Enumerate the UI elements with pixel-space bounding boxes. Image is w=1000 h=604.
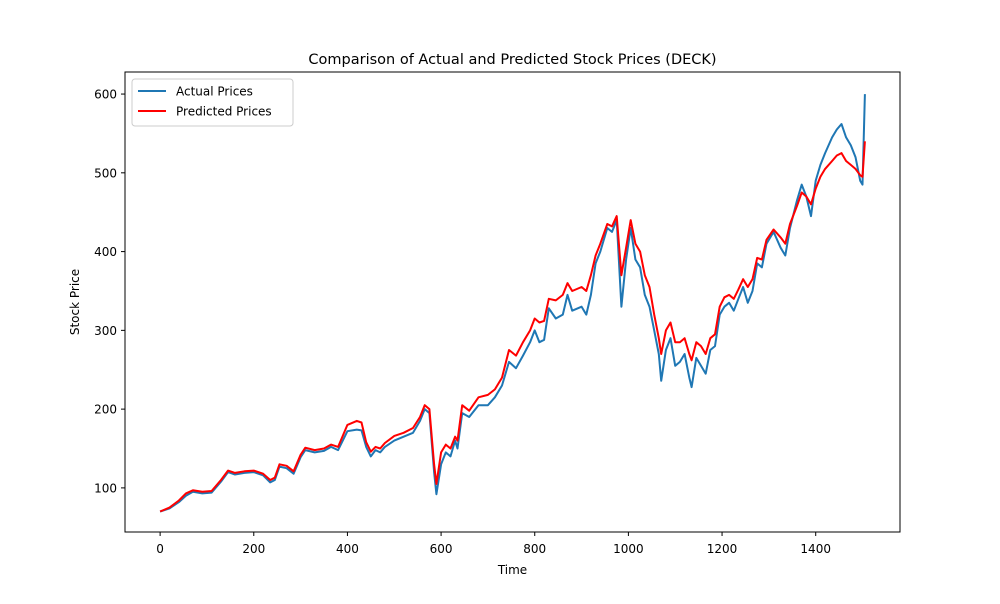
plot-frame xyxy=(124,71,901,533)
x-tick-label: 600 xyxy=(430,542,453,556)
series-line-predicted xyxy=(159,141,866,513)
legend: Actual Prices Predicted Prices xyxy=(131,78,294,127)
y-tick-label: 100 xyxy=(94,481,117,495)
legend-label-predicted: Predicted Prices xyxy=(176,105,272,119)
legend-box xyxy=(131,78,294,127)
x-tick-label: 0 xyxy=(156,542,164,556)
x-axis: 0 200 400 600 800 1000 1200 1400 xyxy=(156,532,831,556)
x-tick-label: 1200 xyxy=(707,542,738,556)
series-layer xyxy=(159,94,866,513)
chart-title: Comparison of Actual and Predicted Stock… xyxy=(308,52,716,68)
x-tick-label: 400 xyxy=(336,542,359,556)
y-axis: 100 200 300 400 500 600 xyxy=(94,88,125,495)
y-axis-label: Stock Price xyxy=(68,269,82,335)
x-tick-label: 200 xyxy=(242,542,265,556)
y-tick-label: 500 xyxy=(94,166,117,180)
y-tick-label: 300 xyxy=(94,324,117,338)
y-tick-label: 400 xyxy=(94,245,117,259)
legend-label-actual: Actual Prices xyxy=(176,85,253,99)
x-tick-label: 800 xyxy=(523,542,546,556)
y-tick-label: 600 xyxy=(94,88,117,102)
x-axis-label: Time xyxy=(497,563,527,577)
x-tick-label: 1000 xyxy=(613,542,644,556)
series-line-actual xyxy=(159,94,866,513)
y-tick-label: 200 xyxy=(94,403,117,417)
x-tick-label: 1400 xyxy=(800,542,831,556)
